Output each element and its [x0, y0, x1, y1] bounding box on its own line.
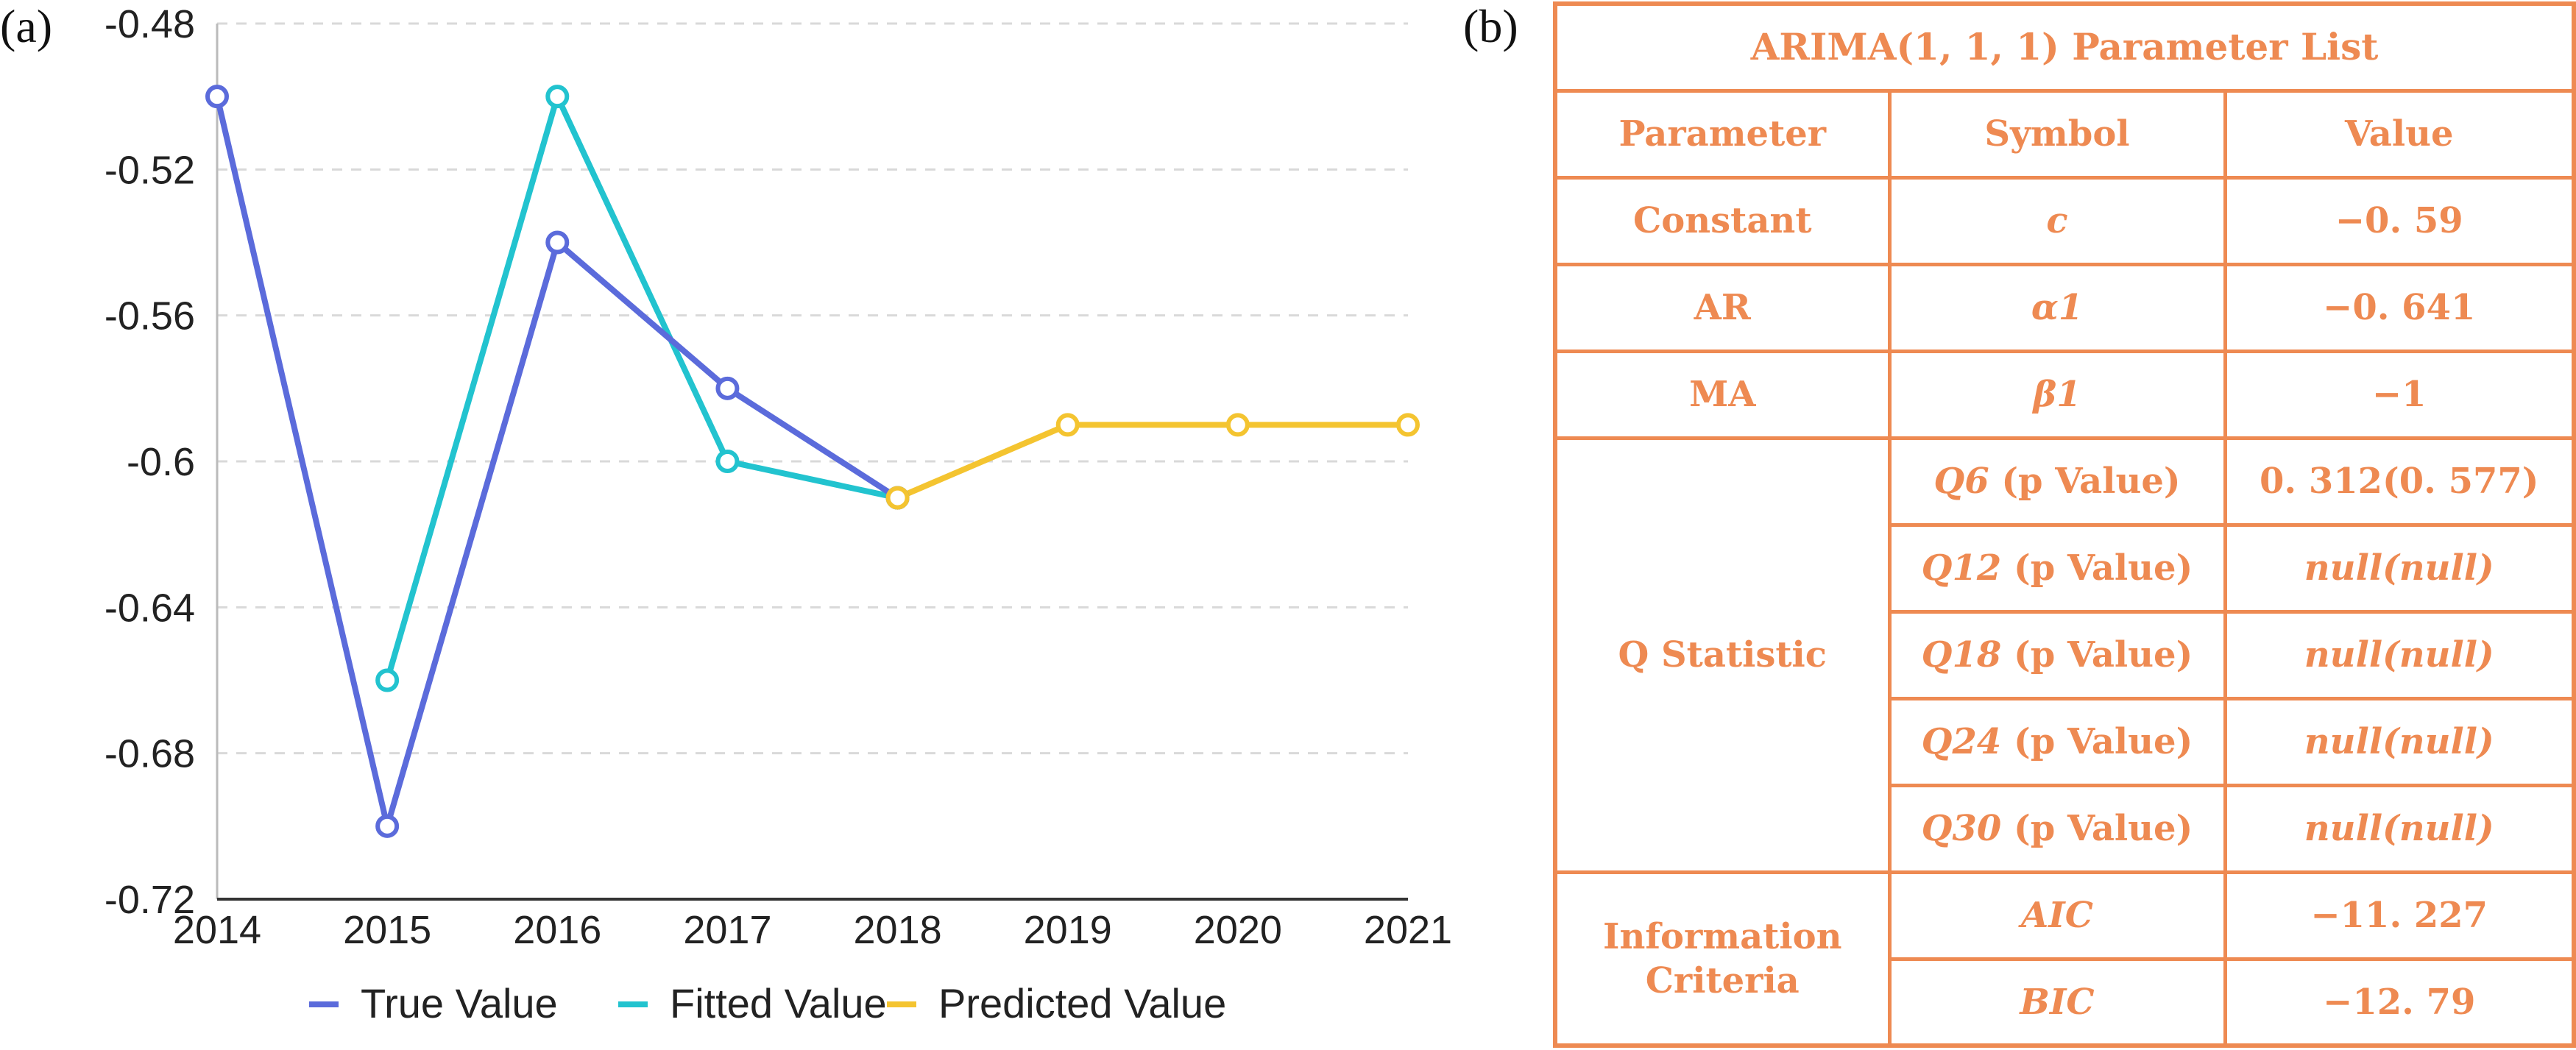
legend: True Value Fitted Value Predicted Value — [309, 980, 1226, 1026]
series-line-predicted-value — [896, 422, 1408, 501]
q-row-symbol: Q24 (p Value) — [1887, 696, 2227, 787]
x-tick-labels: 2014 2015 2016 2017 2018 2019 2020 2021 — [173, 908, 1452, 952]
data-point — [205, 85, 229, 109]
y-tick-label: -0.6 — [127, 440, 195, 484]
q-row-value: 0. 312(0. 577) — [2223, 436, 2576, 527]
gridlines — [217, 22, 1408, 755]
q-statistic-label: Q Statistic — [1553, 436, 1892, 874]
data-point — [545, 85, 570, 109]
row-ma-value: −1 — [2223, 349, 2576, 440]
row-ma-symbol: β1 — [1887, 349, 2227, 440]
aic-value: −11. 227 — [2223, 870, 2576, 961]
legend-label: Fitted Value — [670, 980, 887, 1026]
data-point — [375, 668, 400, 692]
aic-symbol: AIC — [1887, 870, 2227, 961]
x-tick-label: 2016 — [513, 908, 601, 952]
q-row-value: null(null) — [2223, 696, 2576, 787]
data-point — [715, 450, 740, 473]
y-tick-label: -0.72 — [105, 878, 195, 922]
row-constant-value: −0. 59 — [2223, 175, 2576, 266]
header-parameter: Parameter — [1553, 88, 1892, 180]
data-point — [545, 230, 570, 255]
y-tick-label: -0.64 — [105, 586, 195, 630]
q-row-symbol: Q6 (p Value) — [1887, 436, 2227, 527]
q-row-value: null(null) — [2223, 783, 2576, 874]
x-tick-label: 2021 — [1364, 908, 1452, 952]
x-tick-label: 2015 — [343, 908, 431, 952]
series-line-fitted-value — [384, 93, 899, 681]
parameter-table: ARIMA(1, 1, 1) Parameter List Parameter … — [1553, 1, 2576, 1048]
panel-a-label: (a) — [0, 0, 53, 52]
x-tick-label: 2017 — [683, 908, 771, 952]
x-tick-label: 2018 — [854, 908, 942, 952]
axes — [216, 24, 1408, 901]
y-tick-label: -0.52 — [105, 148, 195, 192]
x-tick-label: 2014 — [173, 908, 261, 952]
data-point — [1396, 413, 1420, 437]
q-row-symbol: Q18 (p Value) — [1887, 609, 2227, 700]
row-constant-symbol: c — [1887, 175, 2227, 266]
header-symbol: Symbol — [1887, 88, 2227, 180]
y-tick-labels: -0.48 -0.52 -0.56 -0.6 -0.64 -0.68 -0.72 — [105, 2, 195, 922]
data-point — [1055, 413, 1080, 437]
y-tick-label: -0.68 — [105, 732, 195, 776]
row-ar-parameter: AR — [1553, 262, 1892, 353]
data-point — [715, 376, 740, 400]
legend-label: Predicted Value — [938, 980, 1226, 1026]
bic-value: −12. 79 — [2223, 957, 2576, 1048]
header-value: Value — [2223, 88, 2576, 180]
data-point — [375, 814, 400, 838]
q-row-value: null(null) — [2223, 522, 2576, 614]
q-row-value: null(null) — [2223, 609, 2576, 700]
bic-symbol: BIC — [1887, 957, 2227, 1048]
data-point — [1225, 413, 1250, 437]
y-tick-label: -0.48 — [105, 2, 195, 46]
line-chart: -0.48-0.52-0.56-0.6-0.64-0.68-0.72 2014 2… — [105, 2, 1452, 1026]
q-row-symbol: Q30 (p Value) — [1887, 783, 2227, 874]
panel-b-label: (b) — [1463, 0, 1518, 52]
x-tick-label: 2020 — [1194, 908, 1282, 952]
row-ar-value: −0. 641 — [2223, 262, 2576, 353]
legend-label: True Value — [361, 980, 558, 1026]
row-ar-symbol: α1 — [1887, 262, 2227, 353]
information-criteria-label: Information Criteria — [1553, 870, 1892, 1048]
series — [205, 85, 1420, 838]
row-ma-parameter: MA — [1553, 349, 1892, 440]
y-tick-label: -0.56 — [105, 294, 195, 338]
row-constant-parameter: Constant — [1553, 175, 1892, 266]
table-title: ARIMA(1, 1, 1) Parameter List — [1553, 1, 2576, 93]
q-row-symbol: Q12 (p Value) — [1887, 522, 2227, 614]
x-tick-label: 2019 — [1024, 908, 1112, 952]
data-point — [885, 486, 910, 510]
